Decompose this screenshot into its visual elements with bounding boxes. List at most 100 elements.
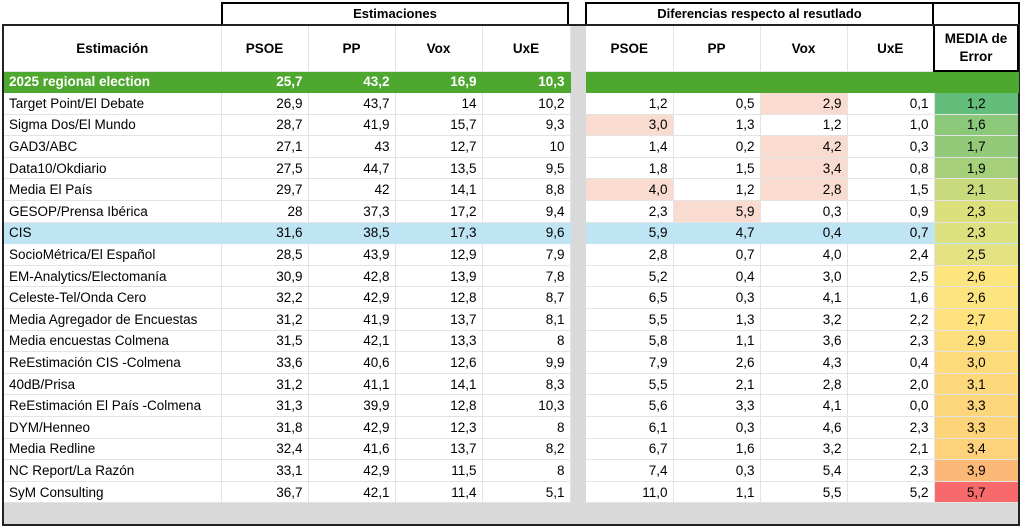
estimate-uxe: 7,9	[482, 243, 571, 266]
election-vox: 16,9	[395, 71, 483, 94]
pollster-name: Media Redline	[4, 438, 222, 461]
pollster-name: Media encuestas Colmena	[4, 330, 222, 353]
estimate-vox: 11,5	[395, 459, 483, 482]
estimate-vox: 12,9	[395, 243, 483, 266]
estimate-pp: 41,9	[308, 114, 396, 137]
election-psoe: 25,7	[221, 71, 309, 94]
difference-uxe: 1,6	[847, 286, 935, 310]
media-error-value: 2,7	[934, 308, 1018, 331]
table-row: SyM Consulting 36,7 42,1 11,4 5,1	[4, 481, 571, 504]
difference-vox: 5,5	[760, 481, 848, 504]
media-error-value: 1,2	[934, 92, 1018, 115]
estimate-vox: 12,3	[395, 416, 483, 439]
table-row: 5,5 1,3 3,2 2,2 2,7	[586, 308, 1018, 331]
difference-uxe: 2,3	[847, 330, 935, 353]
col-header-media-error: MEDIA de Error	[933, 26, 1019, 72]
estimate-uxe: 8	[482, 330, 571, 353]
election-pp: 43,2	[308, 71, 396, 94]
estimate-pp: 43,7	[308, 92, 396, 115]
table-row: 3,0 1,3 1,2 1,0 1,6	[586, 114, 1018, 137]
table-row: GESOP/Prensa Ibérica 28 37,3 17,2 9,4	[4, 200, 571, 223]
media-error-value: 2,3	[934, 222, 1018, 245]
difference-uxe: 2,2	[847, 308, 935, 331]
col-header-diff-uxe: UxE	[847, 26, 935, 72]
difference-psoe: 7,9	[586, 351, 674, 374]
estimate-pp: 42,9	[308, 459, 396, 482]
difference-pp: 0,3	[673, 459, 761, 482]
difference-psoe: 6,5	[586, 286, 674, 310]
col-header-uxe: UxE	[482, 26, 571, 72]
estimate-psoe: 32,4	[221, 438, 309, 461]
difference-pp: 0,2	[673, 135, 761, 158]
group-header-media-blank	[932, 2, 1020, 24]
estimate-uxe: 7,8	[482, 265, 571, 288]
estimate-vox: 13,3	[395, 330, 483, 353]
table-row: Media El País 29,7 42 14,1 8,8	[4, 178, 571, 202]
difference-psoe: 2,8	[586, 243, 674, 266]
table-row: 11,0 1,1 5,5 5,2 5,7	[586, 481, 1018, 504]
estimate-vox: 17,3	[395, 222, 483, 245]
table-row: Data10/Okdiario 27,5 44,7 13,5 9,5	[4, 157, 571, 180]
difference-psoe: 7,4	[586, 459, 674, 482]
difference-uxe: 1,5	[847, 178, 935, 202]
difference-uxe: 0,0	[847, 394, 935, 417]
table-row: SocioMétrica/El Español 28,5 43,9 12,9 7,9	[4, 243, 571, 266]
difference-pp: 2,6	[673, 351, 761, 374]
table-row: 5,8 1,1 3,6 2,3 2,9	[586, 330, 1018, 353]
table-row: 6,5 0,3 4,1 1,6 2,6	[586, 286, 1018, 310]
difference-psoe: 5,2	[586, 265, 674, 288]
difference-pp: 0,7	[673, 243, 761, 266]
difference-pp: 1,2	[673, 178, 761, 202]
estimate-pp: 42,9	[308, 286, 396, 310]
table-row: Media Agregador de Encuestas 31,2 41,9 13,7…	[4, 308, 571, 331]
estimate-vox: 13,9	[395, 265, 483, 288]
table-row: 2,3 5,9 0,3 0,9 2,3	[586, 200, 1018, 223]
estimate-psoe: 28,5	[221, 243, 309, 266]
difference-vox: 3,2	[760, 308, 848, 331]
table-row: 6,7 1,6 3,2 2,1 3,4	[586, 438, 1018, 461]
estimate-uxe: 9,5	[482, 157, 571, 180]
difference-vox: 0,4	[760, 222, 848, 245]
col-header-vox: Vox	[395, 26, 483, 72]
group-header-diferencias: Diferencias respecto al resutlado	[585, 2, 934, 24]
difference-psoe: 2,3	[586, 200, 674, 223]
estimate-psoe: 30,9	[221, 265, 309, 288]
pollster-name: EM-Analytics/Electomanía	[4, 265, 222, 288]
election-diff-blank	[934, 71, 1019, 94]
estimate-psoe: 29,7	[221, 178, 309, 202]
estimate-pp: 40,6	[308, 351, 396, 374]
media-error-value: 5,7	[934, 481, 1018, 504]
media-error-value: 3,3	[934, 394, 1018, 417]
pollster-name: ReEstimación CIS -Colmena	[4, 351, 222, 374]
estimate-uxe: 10	[482, 135, 571, 158]
media-error-value: 1,9	[934, 157, 1018, 180]
table-row: ReEstimación El País -Colmena 31,3 39,9 12,…	[4, 394, 571, 417]
table-row: GAD3/ABC 27,1 43 12,7 10	[4, 135, 571, 158]
estimate-vox: 17,2	[395, 200, 483, 223]
election-diff-blank	[847, 71, 935, 94]
election-diff-blank	[586, 71, 674, 94]
table-row: 1,8 1,5 3,4 0,8 1,9	[586, 157, 1018, 180]
difference-pp: 1,6	[673, 438, 761, 461]
estimate-psoe: 27,5	[221, 157, 309, 180]
difference-pp: 5,9	[673, 200, 761, 223]
media-header-line2: Error	[959, 49, 993, 64]
estimate-uxe: 9,3	[482, 114, 571, 137]
estimate-pp: 44,7	[308, 157, 396, 180]
estimate-vox: 12,8	[395, 394, 483, 417]
col-header-diff-vox: Vox	[760, 26, 848, 72]
table-row: 7,4 0,3 5,4 2,3 3,9	[586, 459, 1018, 482]
media-error-value: 2,6	[934, 286, 1018, 310]
estimate-pp: 37,3	[308, 200, 396, 223]
col-header-pp: PP	[308, 26, 396, 72]
difference-uxe: 0,7	[847, 222, 935, 245]
table-row: 1,4 0,2 4,2 0,3 1,7	[586, 135, 1018, 158]
difference-pp: 1,1	[673, 481, 761, 504]
media-error-value: 2,1	[934, 178, 1018, 202]
difference-uxe: 2,1	[847, 438, 935, 461]
difference-uxe: 1,0	[847, 114, 935, 137]
difference-vox: 4,1	[760, 286, 848, 310]
pollster-name: DYM/Henneo	[4, 416, 222, 439]
difference-psoe: 5,5	[586, 373, 674, 396]
difference-vox: 3,6	[760, 330, 848, 353]
